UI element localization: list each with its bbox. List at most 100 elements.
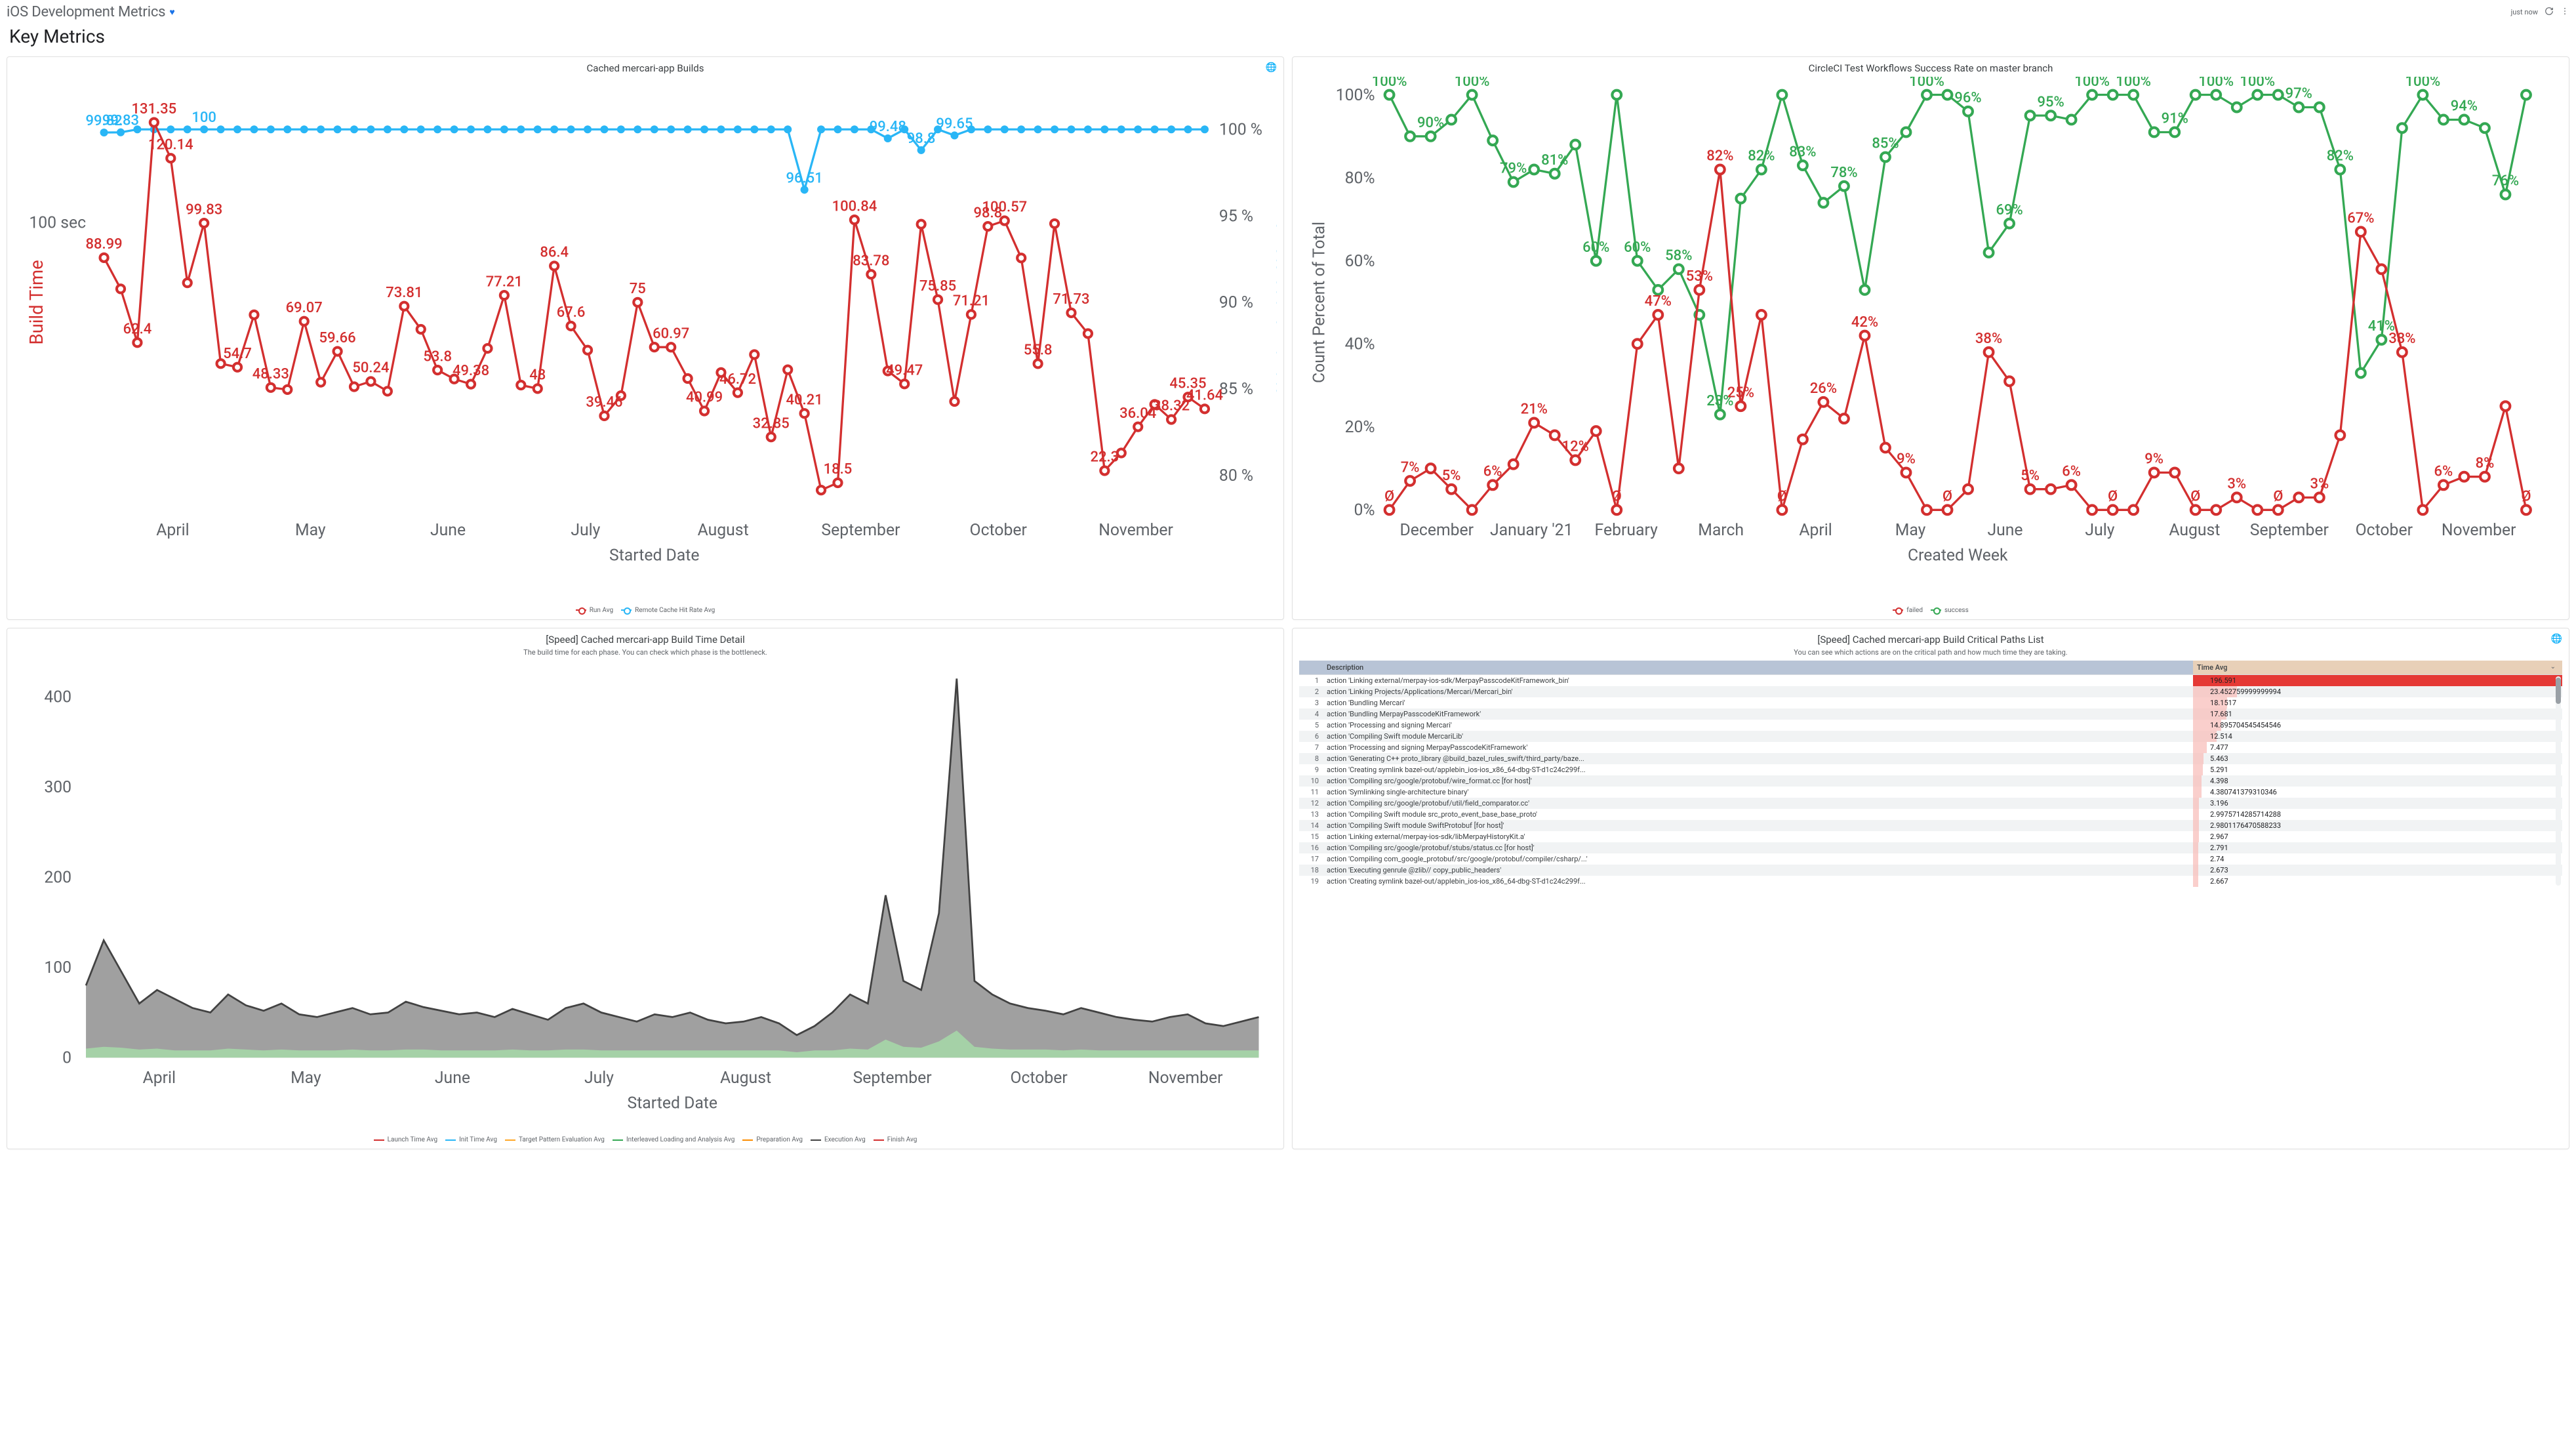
- header-left: iOS Development Metrics ♥: [7, 4, 175, 20]
- svg-text:September: September: [2250, 521, 2329, 540]
- svg-text:3%: 3%: [2310, 476, 2329, 493]
- svg-text:71.21: 71.21: [953, 293, 990, 310]
- col-rownum[interactable]: [1299, 661, 1323, 675]
- favorite-icon[interactable]: ♥: [169, 7, 174, 18]
- table-row[interactable]: 19action 'Creating symlink bazel-out/app…: [1299, 876, 2562, 887]
- svg-text:Started Date: Started Date: [609, 546, 699, 565]
- critical-paths-table-wrap[interactable]: Description Time Avg⌄ 1action 'Linking e…: [1299, 661, 2562, 887]
- row-number: 12: [1299, 798, 1323, 809]
- svg-text:August: August: [2169, 521, 2220, 540]
- table-row[interactable]: 2action 'Linking Projects/Applications/M…: [1299, 686, 2562, 697]
- svg-text:40%: 40%: [1345, 335, 1375, 354]
- svg-text:83%: 83%: [1789, 144, 1816, 160]
- svg-text:100 %: 100 %: [1219, 121, 1262, 140]
- col-time-avg[interactable]: Time Avg⌄: [2193, 661, 2562, 675]
- legend-item: Preparation Avg: [742, 1136, 803, 1143]
- row-number: 4: [1299, 708, 1323, 720]
- svg-text:69.07: 69.07: [286, 300, 323, 316]
- row-number: 7: [1299, 742, 1323, 753]
- row-number: 17: [1299, 853, 1323, 865]
- svg-text:91%: 91%: [2162, 111, 2188, 127]
- table-row[interactable]: 4action 'Bundling MerpayPasscodeKitFrame…: [1299, 708, 2562, 720]
- svg-text:June: June: [1987, 521, 2023, 540]
- row-description: action 'Generating C++ proto_library @bu…: [1323, 753, 2193, 764]
- svg-text:0%: 0%: [1354, 501, 1375, 520]
- table-row[interactable]: 3action 'Bundling Mercari'18.1517: [1299, 697, 2562, 708]
- svg-text:71.73: 71.73: [1053, 291, 1089, 308]
- svg-text:26%: 26%: [1810, 380, 1837, 397]
- table-row[interactable]: 14action 'Compiling Swift module SwiftPr…: [1299, 820, 2562, 831]
- globe-icon[interactable]: 🌐: [1266, 62, 1277, 73]
- svg-text:9%: 9%: [2144, 451, 2163, 468]
- scrollbar-thumb[interactable]: [2556, 678, 2561, 704]
- svg-text:40.99: 40.99: [686, 390, 723, 406]
- svg-text:81%: 81%: [1541, 152, 1568, 169]
- svg-text:100%: 100%: [1909, 77, 1944, 90]
- table-row[interactable]: 7action 'Processing and signing MerpayPa…: [1299, 742, 2562, 753]
- table-row[interactable]: 15action 'Linking external/merpay-ios-sd…: [1299, 831, 2562, 842]
- svg-text:40.21: 40.21: [786, 392, 823, 409]
- col-description[interactable]: Description: [1323, 661, 2193, 675]
- row-description: action 'Linking external/merpay-ios-sdk/…: [1323, 674, 2193, 686]
- svg-text:June: June: [435, 1069, 470, 1088]
- svg-text:5%: 5%: [1442, 468, 1461, 484]
- row-number: 16: [1299, 842, 1323, 853]
- svg-text:82%: 82%: [1706, 148, 1733, 165]
- table-row[interactable]: 6action 'Compiling Swift module MercariL…: [1299, 731, 2562, 742]
- svg-text:100%: 100%: [1336, 86, 1375, 105]
- refresh-icon[interactable]: [2545, 7, 2554, 18]
- table-row[interactable]: 13action 'Compiling Swift module src_pro…: [1299, 809, 2562, 820]
- svg-text:82%: 82%: [1748, 148, 1775, 165]
- svg-text:5%: 5%: [2021, 468, 2040, 484]
- svg-text:100%: 100%: [2116, 77, 2151, 90]
- svg-text:32.85: 32.85: [753, 415, 790, 432]
- row-time: 12.514: [2193, 731, 2562, 742]
- svg-text:July: July: [584, 1069, 614, 1088]
- svg-text:100%: 100%: [2074, 77, 2110, 90]
- svg-text:50.24: 50.24: [352, 360, 389, 377]
- svg-text:12%: 12%: [1562, 439, 1589, 455]
- scrollbar[interactable]: [2556, 676, 2561, 886]
- svg-text:6%: 6%: [2434, 464, 2453, 480]
- table-row[interactable]: 9action 'Creating symlink bazel-out/appl…: [1299, 764, 2562, 775]
- svg-text:54.7: 54.7: [223, 346, 252, 362]
- table-row[interactable]: 18action 'Executing genrule @zlib// copy…: [1299, 865, 2562, 876]
- table-row[interactable]: 5action 'Processing and signing Mercari'…: [1299, 720, 2562, 731]
- card-build-detail: [Speed] Cached mercari-app Build Time De…: [7, 628, 1284, 1149]
- svg-text:Ø: Ø: [1384, 489, 1394, 505]
- table-row[interactable]: 12action 'Compiling src/google/protobuf/…: [1299, 798, 2562, 809]
- legend-item: Interleaved Loading and Analysis Avg: [613, 1136, 735, 1143]
- svg-text:3%: 3%: [2227, 476, 2246, 493]
- chart-cached-builds[interactable]: 100 sec100 %95 %90 %85 %80 %AprilMayJune…: [14, 77, 1277, 603]
- table-row[interactable]: 11action 'Symlinking single-architecture…: [1299, 787, 2562, 798]
- svg-text:53.8: 53.8: [423, 348, 452, 365]
- row-time: 196.591: [2193, 674, 2562, 686]
- row-time: 2.9801176470588233: [2193, 820, 2562, 831]
- row-number: 1: [1299, 674, 1323, 686]
- legend-item: Launch Time Avg: [374, 1136, 438, 1143]
- table-row[interactable]: 10action 'Compiling src/google/protobuf/…: [1299, 775, 2562, 787]
- chart-circleci[interactable]: 0%20%40%60%80%100%DecemberJanuary '21Feb…: [1299, 77, 2562, 603]
- card-title: [Speed] Cached mercari-app Build Critica…: [1299, 634, 2562, 646]
- chevron-down-icon[interactable]: ⌄: [2550, 663, 2556, 670]
- svg-text:Ø: Ø: [2108, 489, 2118, 505]
- svg-text:96.51: 96.51: [786, 170, 823, 186]
- svg-text:60%: 60%: [1582, 239, 1609, 256]
- globe-icon[interactable]: 🌐: [2551, 634, 2562, 644]
- chart-build-detail[interactable]: 0100200300400AprilMayJuneJulyAugustSepte…: [14, 661, 1277, 1132]
- svg-text:47%: 47%: [1645, 293, 1672, 310]
- svg-text:January '21: January '21: [1490, 521, 1573, 540]
- svg-text:100.57: 100.57: [982, 199, 1027, 216]
- svg-text:200: 200: [44, 868, 71, 887]
- table-row[interactable]: 17action 'Compiling com_google_protobuf/…: [1299, 853, 2562, 865]
- table-row[interactable]: 16action 'Compiling src/google/protobuf/…: [1299, 842, 2562, 853]
- row-time: 4.398: [2193, 775, 2562, 787]
- table-row[interactable]: 1action 'Linking external/merpay-ios-sdk…: [1299, 674, 2562, 686]
- row-time: 18.1517: [2193, 697, 2562, 708]
- table-row[interactable]: 8action 'Generating C++ proto_library @b…: [1299, 753, 2562, 764]
- header-bar: iOS Development Metrics ♥ just now: [7, 4, 2569, 20]
- svg-text:99.83: 99.83: [186, 201, 222, 218]
- svg-text:69%: 69%: [1996, 202, 2023, 218]
- kebab-menu-icon[interactable]: [2560, 7, 2569, 18]
- svg-text:0: 0: [62, 1048, 71, 1067]
